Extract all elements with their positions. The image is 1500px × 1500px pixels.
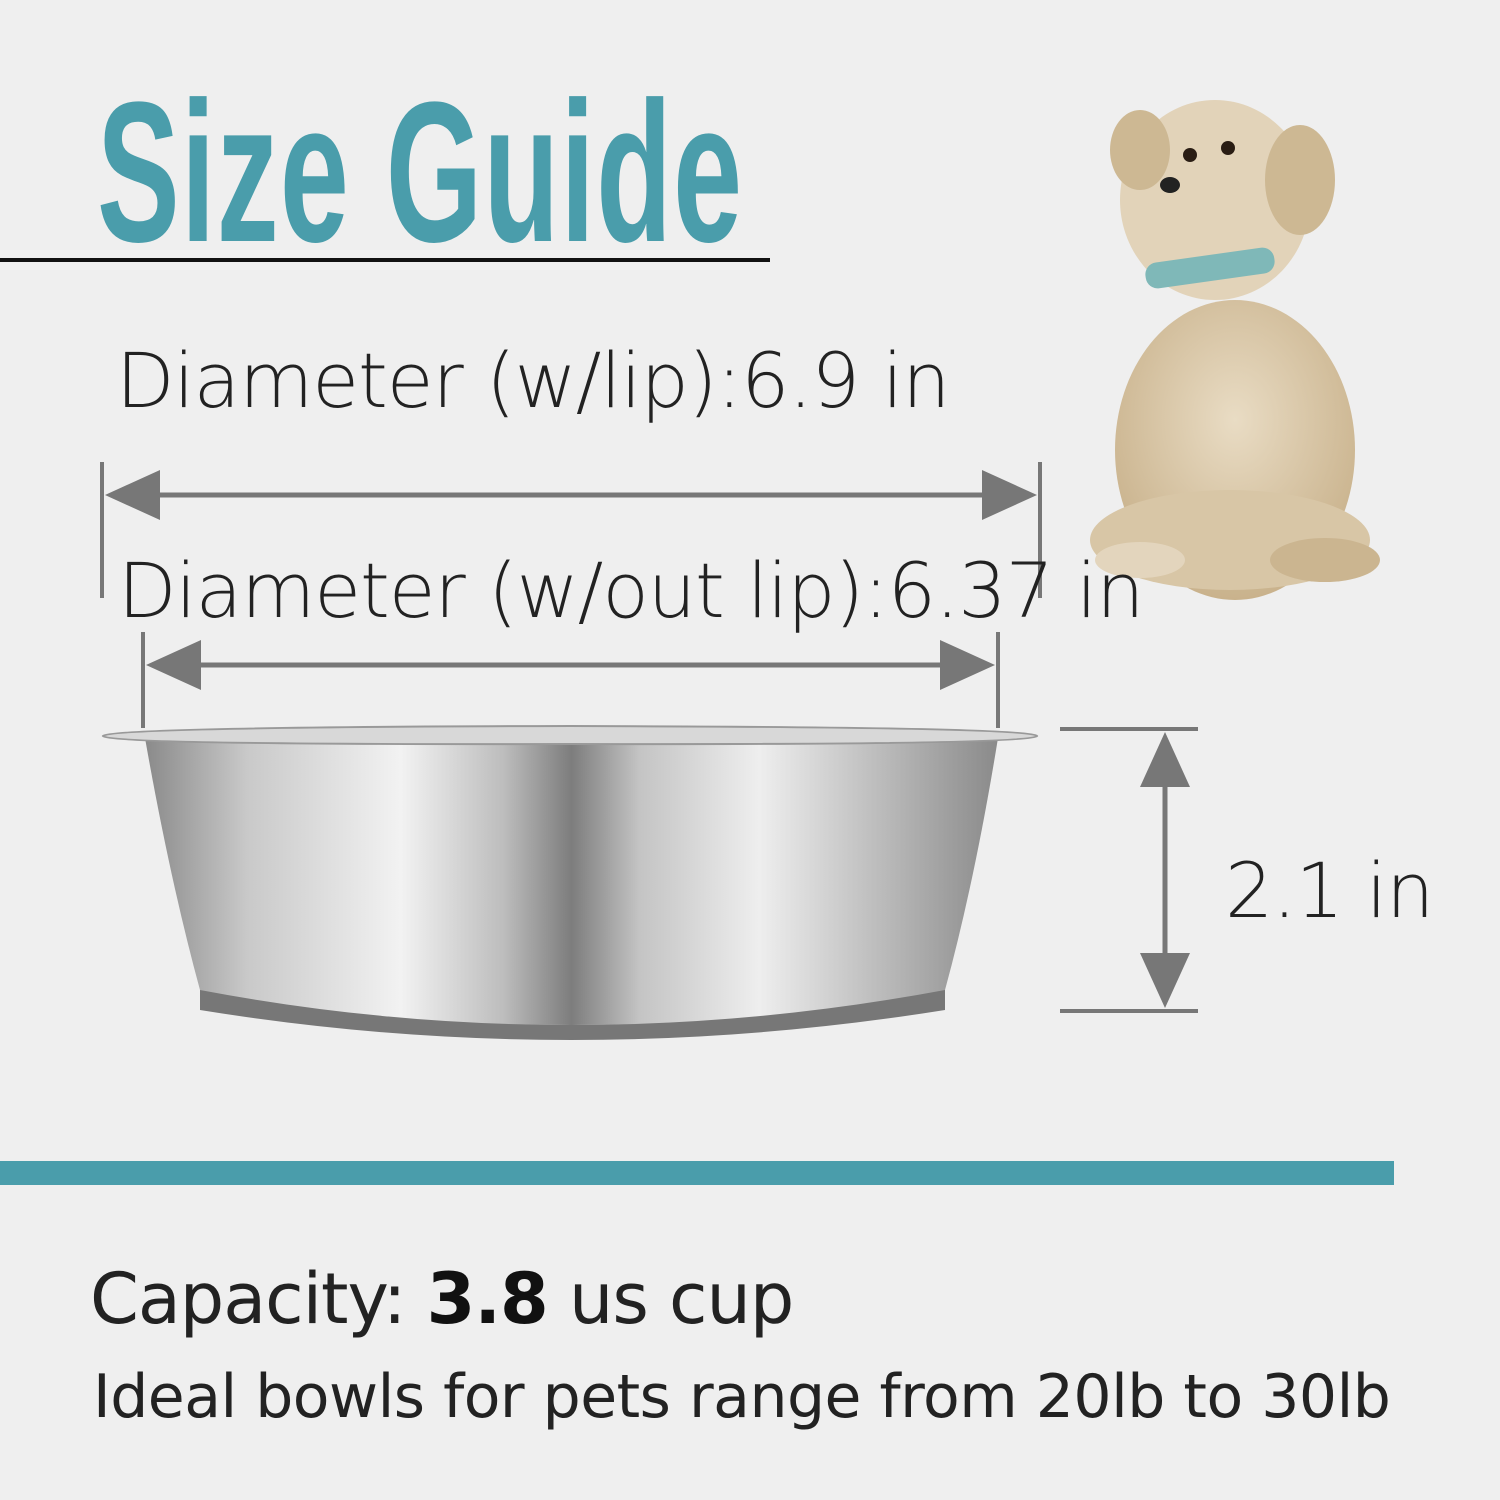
height-arrow [1060,727,1198,1013]
page-title: Size Guide [97,61,744,284]
diameter-with-lip-value: 6.9 in [741,336,950,425]
capacity-line: Capacity: 3.8 us cup [90,1258,794,1340]
height-value: 2.1 in [1225,846,1434,935]
diameter-without-lip-value: 6.37 in [887,546,1145,635]
dog-image [1090,100,1380,600]
diameter-with-lip-arrow [100,462,1042,598]
capacity-value: 3.8 [426,1258,549,1340]
diameter-without-lip-arrow [141,632,1000,728]
capacity-unit: us cup [568,1258,794,1340]
capacity-label: Capacity: [90,1258,406,1340]
ideal-weight-text: Ideal bowls for pets range from 20lb to … [93,1362,1391,1432]
diameter-without-lip-label: Diameter (w/out lip):6.37 in [118,546,1145,635]
divider-bar [0,1161,1394,1185]
diameter-without-lip-label-text: Diameter (w/out lip): [118,546,889,635]
diameter-with-lip-label-text: Diameter (w/lip): [116,336,742,425]
title-underline [0,258,770,262]
steel-bowl-image [101,724,1039,1040]
diameter-with-lip-label: Diameter (w/lip):6.9 in [116,336,950,425]
